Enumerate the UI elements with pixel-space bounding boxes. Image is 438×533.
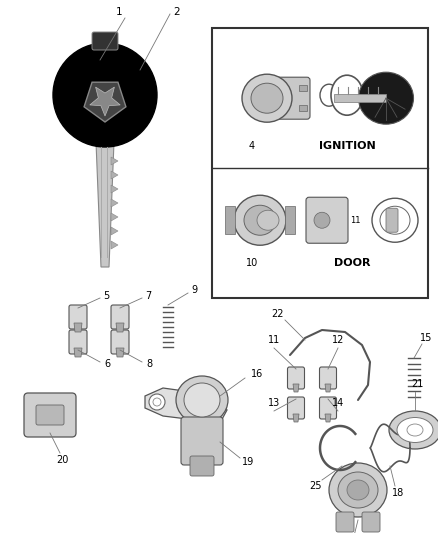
Text: 20: 20 bbox=[56, 455, 68, 465]
Bar bbox=[299, 85, 307, 91]
Ellipse shape bbox=[397, 417, 433, 442]
Text: 14: 14 bbox=[332, 398, 344, 408]
Polygon shape bbox=[293, 384, 299, 392]
FancyBboxPatch shape bbox=[319, 397, 336, 419]
Text: 11: 11 bbox=[350, 216, 360, 225]
FancyBboxPatch shape bbox=[287, 397, 304, 419]
Text: 7: 7 bbox=[145, 291, 151, 301]
FancyBboxPatch shape bbox=[69, 305, 87, 329]
Ellipse shape bbox=[153, 398, 161, 406]
Polygon shape bbox=[84, 82, 126, 122]
Text: 1: 1 bbox=[116, 7, 122, 17]
FancyBboxPatch shape bbox=[287, 367, 304, 389]
Circle shape bbox=[53, 43, 157, 147]
Ellipse shape bbox=[358, 72, 413, 124]
Polygon shape bbox=[90, 87, 120, 116]
Polygon shape bbox=[325, 384, 331, 392]
Polygon shape bbox=[111, 213, 118, 221]
Ellipse shape bbox=[244, 205, 276, 235]
Text: 8: 8 bbox=[146, 359, 152, 369]
Bar bbox=[334, 94, 386, 102]
Ellipse shape bbox=[149, 394, 165, 410]
Text: 22: 22 bbox=[272, 309, 284, 319]
Ellipse shape bbox=[314, 212, 330, 228]
Ellipse shape bbox=[372, 198, 418, 242]
Ellipse shape bbox=[407, 424, 423, 436]
FancyBboxPatch shape bbox=[111, 305, 129, 329]
Text: 10: 10 bbox=[246, 258, 258, 268]
FancyBboxPatch shape bbox=[386, 208, 398, 232]
Text: 2: 2 bbox=[174, 7, 180, 17]
Text: 13: 13 bbox=[268, 398, 280, 408]
Ellipse shape bbox=[184, 383, 220, 417]
Ellipse shape bbox=[257, 210, 279, 230]
Polygon shape bbox=[325, 414, 331, 422]
Text: 18: 18 bbox=[392, 488, 404, 498]
Polygon shape bbox=[116, 348, 124, 357]
Bar bbox=[212, 28, 428, 298]
Polygon shape bbox=[96, 142, 114, 267]
Text: 25: 25 bbox=[309, 481, 321, 491]
FancyBboxPatch shape bbox=[259, 77, 310, 119]
FancyBboxPatch shape bbox=[69, 330, 87, 354]
Polygon shape bbox=[74, 348, 82, 357]
Polygon shape bbox=[74, 323, 82, 332]
Text: 11: 11 bbox=[268, 335, 280, 345]
Polygon shape bbox=[111, 171, 118, 179]
Text: 5: 5 bbox=[103, 291, 109, 301]
Text: 12: 12 bbox=[332, 335, 344, 345]
FancyBboxPatch shape bbox=[306, 197, 348, 243]
Text: IGNITION: IGNITION bbox=[318, 141, 375, 151]
Ellipse shape bbox=[329, 463, 387, 517]
Polygon shape bbox=[116, 323, 124, 332]
FancyBboxPatch shape bbox=[190, 456, 214, 476]
FancyBboxPatch shape bbox=[362, 512, 380, 532]
Text: 4: 4 bbox=[249, 141, 255, 151]
FancyBboxPatch shape bbox=[24, 393, 76, 437]
Polygon shape bbox=[111, 199, 118, 207]
FancyBboxPatch shape bbox=[336, 512, 354, 532]
Text: DOOR: DOOR bbox=[334, 258, 370, 268]
Polygon shape bbox=[111, 185, 118, 193]
Ellipse shape bbox=[251, 83, 283, 113]
Polygon shape bbox=[111, 241, 118, 249]
Ellipse shape bbox=[331, 75, 363, 115]
Text: 15: 15 bbox=[420, 333, 432, 343]
FancyBboxPatch shape bbox=[181, 417, 223, 465]
Polygon shape bbox=[111, 227, 118, 235]
Ellipse shape bbox=[176, 376, 228, 424]
Polygon shape bbox=[293, 414, 299, 422]
Text: 6: 6 bbox=[104, 359, 110, 369]
Ellipse shape bbox=[320, 84, 338, 106]
Bar bbox=[285, 206, 295, 234]
Ellipse shape bbox=[234, 195, 286, 245]
Ellipse shape bbox=[380, 206, 410, 234]
FancyBboxPatch shape bbox=[111, 330, 129, 354]
Text: 21: 21 bbox=[411, 379, 423, 389]
Bar bbox=[225, 206, 235, 234]
FancyBboxPatch shape bbox=[36, 405, 64, 425]
Text: 16: 16 bbox=[251, 369, 263, 379]
Text: 19: 19 bbox=[242, 457, 254, 467]
Bar bbox=[299, 105, 307, 111]
Ellipse shape bbox=[389, 411, 438, 449]
Ellipse shape bbox=[338, 472, 378, 508]
Ellipse shape bbox=[242, 74, 292, 122]
Polygon shape bbox=[145, 388, 227, 423]
FancyBboxPatch shape bbox=[92, 32, 118, 50]
Text: 9: 9 bbox=[191, 285, 197, 295]
FancyBboxPatch shape bbox=[319, 367, 336, 389]
Polygon shape bbox=[111, 157, 118, 165]
Ellipse shape bbox=[347, 480, 369, 500]
